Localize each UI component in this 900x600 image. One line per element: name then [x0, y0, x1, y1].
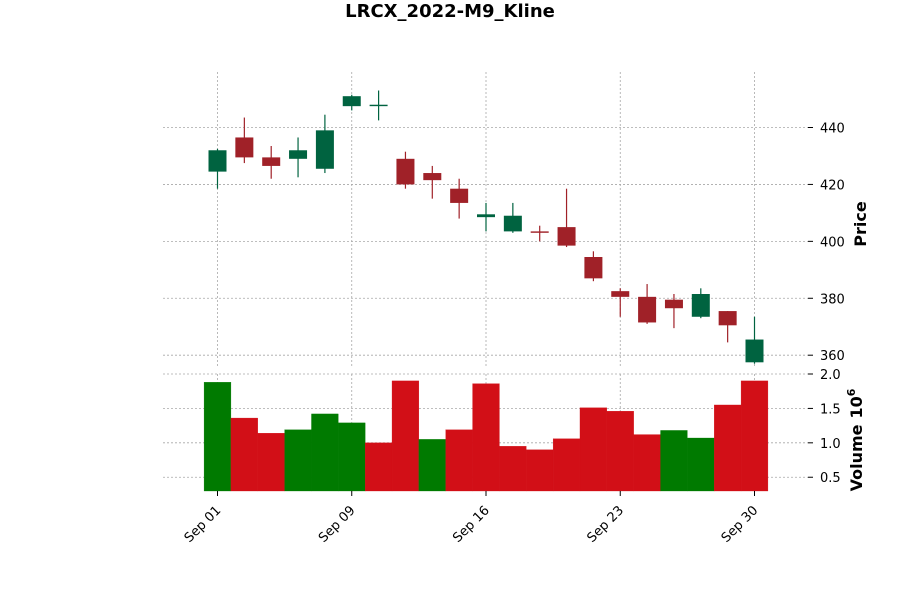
volume-bar	[472, 383, 500, 492]
candle-body	[691, 294, 710, 317]
price-tick-label: 360	[820, 349, 845, 364]
candle-body	[262, 157, 281, 166]
volume-bar	[311, 413, 339, 492]
candle-body	[235, 137, 254, 158]
volume-bar	[579, 407, 607, 492]
candle-body	[396, 158, 415, 185]
date-tick-label: Sep 01	[182, 503, 225, 546]
candle-body	[664, 299, 683, 309]
volume-axis-label-text: Volume	[847, 424, 866, 491]
volume-bar	[552, 438, 581, 492]
volume-axis-label: Volume 106	[845, 388, 866, 491]
date-tick-label: Sep 30	[719, 503, 762, 546]
volume-bar	[230, 417, 258, 492]
volume-bar	[284, 429, 312, 492]
volume-bar	[714, 404, 742, 492]
volume-bar	[445, 429, 473, 492]
volume-axis: 0.5 1.0 1.5 2.0	[808, 368, 841, 486]
volume-bar	[203, 382, 232, 492]
candle-body	[208, 150, 227, 172]
volume-bar	[526, 449, 554, 492]
price-tick-label: 420	[820, 178, 845, 193]
volume-bar	[257, 433, 285, 492]
candle-body	[342, 96, 361, 107]
price-tick-label: 400	[820, 235, 845, 250]
candle-body	[638, 296, 657, 323]
price-axis: 360 380 400 420 440	[808, 122, 845, 364]
volume-bar	[365, 442, 393, 492]
candle-body	[477, 214, 495, 218]
candle-body	[530, 231, 549, 233]
candle-body	[557, 227, 576, 246]
volume-tick-label: 2.0	[820, 368, 841, 383]
date-axis: Sep 01 Sep 09 Sep 16 Sep 23 Sep 30	[182, 491, 762, 546]
candle-body	[745, 339, 764, 363]
volume-tick-label: 1.0	[820, 437, 841, 452]
price-tick-label: 440	[820, 122, 845, 137]
candle-body	[611, 291, 630, 297]
price-axis-label: Price	[851, 201, 870, 247]
candle-body	[450, 188, 469, 203]
volume-bar	[418, 439, 446, 492]
volume-bar	[606, 411, 634, 492]
volume-bars	[203, 380, 769, 492]
price-tick-label: 380	[820, 292, 845, 307]
volume-tick-label: 0.5	[820, 471, 841, 486]
volume-exponent-base: 10	[847, 396, 866, 418]
date-tick-label: Sep 16	[450, 503, 493, 546]
volume-bar	[338, 422, 366, 492]
volume-tick-label: 1.5	[820, 402, 841, 417]
candle-body	[584, 257, 603, 279]
candle-body	[315, 130, 334, 169]
volume-bar	[660, 430, 688, 492]
candle-body	[423, 173, 442, 181]
candle-body	[503, 215, 522, 232]
volume-bar	[391, 380, 420, 492]
candle-body	[718, 311, 737, 326]
chart-title: LRCX_2022-M9_Kline	[345, 1, 555, 22]
candle-body	[289, 150, 308, 159]
date-tick-label: Sep 09	[316, 503, 359, 546]
volume-bar	[633, 434, 661, 492]
volume-bar	[687, 437, 715, 492]
volume-bar	[740, 380, 769, 492]
volume-exponent-power: 6	[845, 388, 858, 396]
date-tick-label: Sep 23	[585, 503, 628, 546]
candle-body	[369, 104, 388, 107]
candlesticks	[208, 90, 764, 364]
volume-bar	[499, 446, 527, 492]
